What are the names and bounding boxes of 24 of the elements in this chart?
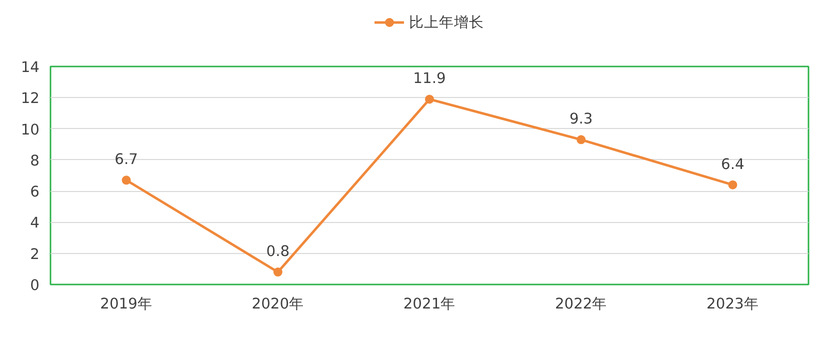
y-tick-label: 14	[20, 59, 40, 76]
y-tick-label: 8	[30, 152, 40, 170]
data-label: 9.3	[569, 110, 593, 128]
data-label: 11.9	[413, 70, 446, 88]
y-tick-label: 0	[30, 277, 40, 294]
point	[273, 268, 282, 277]
y-tick-label: 10	[20, 121, 40, 138]
x-tick-label: 2021年	[403, 296, 456, 312]
y-tick-label: 2	[30, 246, 40, 263]
x-tick-label: 2022年	[554, 296, 608, 312]
y-tick-label: 6	[30, 184, 40, 201]
point	[425, 94, 434, 104]
x-tick-label: 2023年	[706, 296, 759, 312]
point	[576, 135, 586, 144]
x-tick-label: 2020年	[252, 296, 304, 312]
x-tick-label: 2019年	[100, 296, 152, 312]
data-label: 6.4	[721, 156, 744, 173]
point	[122, 176, 131, 185]
y-tick-label: 12	[20, 90, 40, 108]
y-tick-label: 4	[30, 214, 40, 232]
legend-label: 比上年增长	[409, 12, 484, 32]
data-label: 0.8	[266, 243, 290, 260]
data-label: 6.7	[114, 151, 138, 168]
point	[728, 180, 738, 190]
